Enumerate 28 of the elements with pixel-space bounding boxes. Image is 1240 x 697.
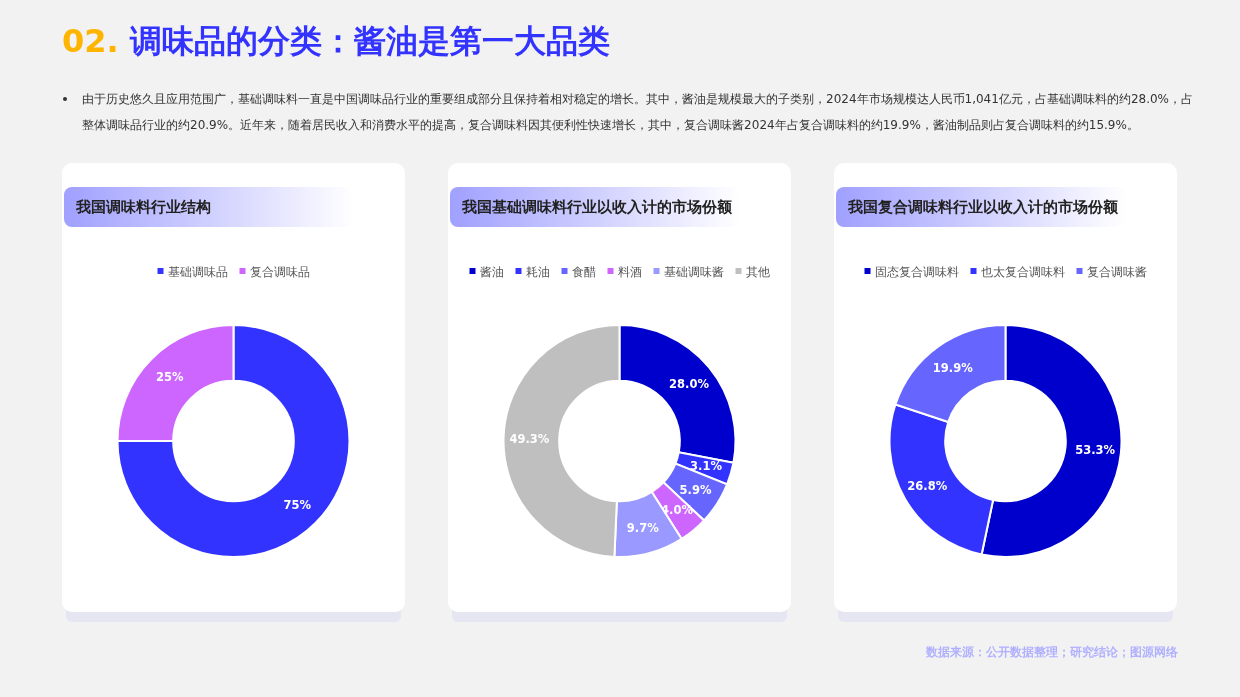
legend-label: 固态复合调味料	[874, 265, 959, 279]
data-label: 5.9%	[679, 482, 712, 497]
legend-label: 基础调味酱	[663, 265, 724, 279]
data-label: 75%	[283, 497, 312, 512]
legend-label: 也太复合调味料	[980, 265, 1065, 279]
text: 02. 调味品的分类：酱油是第一大品类	[62, 22, 610, 60]
data-label: 28.0%	[669, 376, 710, 391]
source-note: 数据来源：公开数据整理；研究结论；图源网络	[926, 645, 1178, 660]
chart-title: 我国基础调味料行业以收入计的市场份额	[450, 187, 740, 227]
data-label: 26.8%	[907, 478, 948, 493]
chart-title: 我国调味料行业结构	[64, 187, 354, 227]
data-label: 9.7%	[626, 521, 660, 536]
data-label: 3.1%	[690, 459, 723, 474]
data-label: 25%	[155, 370, 184, 385]
legend-label: 酱油	[479, 265, 504, 279]
text: 由于历史悠久且应用范围广，基础调味料一直是中国调味品行业的重要组成部分且保持着相对稳定的增长。其中，酱油是规模最大的子类别，2024年市场规模达人民币1,041亿元，占基础调味料的约28.0%，占整体调味品行业的约20.9%。近年来，随着居民收入和消费水平的提高，复合调味料因其便利性快速增长，其中，复合调味酱2024年占复合调味料的约19.9%，酱油制品则占复合调味料的约15.9%。	[81, 91, 1194, 134]
data-label: 49.3%	[509, 432, 550, 447]
legend-label: 复合调味酱	[1086, 265, 1147, 279]
legend-label: 食醋	[571, 265, 596, 279]
legend-label: 复合调味品	[249, 265, 310, 279]
data-label: 53.3%	[1075, 443, 1116, 458]
donut-slice	[116, 324, 351, 558]
legend-label: 其他	[745, 265, 770, 279]
legend-label: 基础调味品	[167, 265, 228, 279]
data-label: 19.9%	[932, 360, 974, 375]
legend-label: 料酒	[617, 265, 642, 279]
legend-label: 耗油	[525, 265, 550, 279]
chart-title: 我国复合调味料行业以收入计的市场份额	[836, 187, 1126, 227]
